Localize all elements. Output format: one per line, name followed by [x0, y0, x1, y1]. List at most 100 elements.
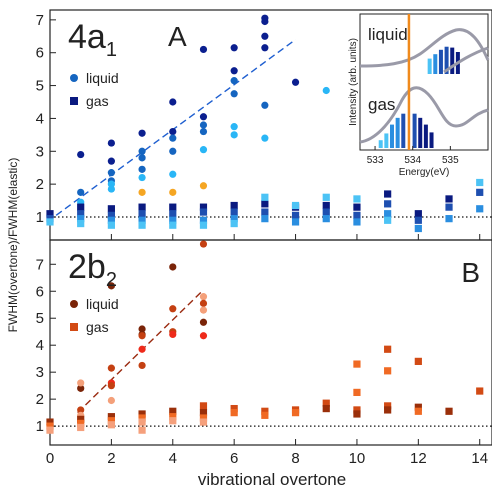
data-point-gas	[169, 417, 177, 425]
y-tick-label: 3	[36, 143, 44, 160]
data-point-gas	[138, 210, 146, 218]
data-point-gas	[169, 216, 177, 224]
data-point-liquid	[322, 86, 330, 95]
data-point-gas	[199, 402, 208, 410]
plot-frame	[49, 239, 492, 446]
data-point-liquid	[107, 382, 115, 390]
data-point-gas	[384, 190, 392, 198]
data-point-liquid	[138, 147, 146, 155]
panel-label: B	[461, 257, 480, 288]
orbital-label: 4a1	[68, 18, 117, 61]
orbital-label-sub: 1	[106, 39, 117, 61]
inset-gas-bar	[384, 133, 389, 148]
data-point-gas	[199, 418, 208, 426]
y-tick-label: 7	[36, 256, 44, 273]
data-point-liquid	[199, 45, 208, 54]
fit-line	[77, 289, 204, 414]
data-point-gas	[46, 422, 54, 430]
data-point-liquid	[169, 330, 177, 339]
data-point-liquid	[138, 332, 146, 340]
inset-liquid-bar	[444, 46, 449, 74]
y-tick-label: 1	[36, 418, 44, 435]
panel-label: A	[168, 21, 187, 52]
data-point-gas	[445, 203, 453, 211]
data-point-liquid	[199, 293, 208, 301]
data-point-gas	[384, 210, 392, 218]
inset-liquid-curve-2	[443, 46, 489, 74]
data-point-gas	[230, 404, 238, 413]
data-point-gas	[353, 203, 361, 211]
data-point-liquid	[291, 78, 300, 86]
data-point-gas	[138, 414, 146, 422]
data-point-gas	[384, 200, 392, 208]
data-point-gas	[77, 415, 85, 423]
legend-marker-gas	[70, 323, 78, 331]
data-point-liquid	[199, 318, 208, 326]
data-point-gas	[476, 387, 484, 395]
data-point-liquid	[199, 113, 208, 121]
inset-liquid-bar	[438, 49, 443, 74]
data-point-gas	[291, 409, 300, 417]
y-tick-label: 4	[36, 337, 44, 354]
y-tick-label: 1	[36, 209, 44, 226]
data-point-liquid	[77, 406, 85, 414]
data-point-gas	[77, 423, 85, 432]
data-point-gas	[199, 208, 208, 216]
data-point-gas	[107, 211, 115, 219]
legend-label-gas: gas	[86, 93, 109, 109]
inset-gas-bar	[395, 117, 400, 148]
legend-marker-gas	[70, 97, 78, 105]
data-point-gas	[353, 388, 361, 397]
data-point-gas	[169, 221, 177, 229]
data-point-gas	[445, 407, 453, 415]
legend-label-liquid: liquid	[86, 296, 119, 312]
data-point-gas	[353, 195, 361, 203]
data-point-liquid	[138, 188, 146, 196]
y-tick-label: 7	[36, 12, 44, 29]
data-point-liquid	[77, 379, 85, 387]
orbital-label-main: 2b	[68, 248, 106, 286]
data-point-liquid	[230, 67, 238, 75]
data-point-gas	[384, 216, 392, 224]
x-tick-label: 0	[46, 450, 54, 467]
data-point-liquid	[199, 121, 208, 129]
data-point-gas	[46, 418, 54, 426]
data-point-liquid	[169, 305, 177, 313]
data-point-gas	[107, 205, 115, 213]
data-point-gas	[230, 201, 238, 210]
inset-liquid-bar	[433, 54, 438, 74]
data-point-liquid	[261, 44, 269, 52]
data-point-gas	[77, 203, 85, 211]
inset-label-liquid: liquid	[368, 25, 408, 44]
y-tick-label: 6	[36, 45, 44, 62]
data-point-liquid	[230, 77, 238, 85]
y-tick-label: 2	[36, 176, 44, 193]
data-point-gas	[384, 406, 392, 414]
data-point-gas	[107, 421, 115, 429]
orbital-label-sub: 2	[106, 269, 117, 291]
legend-marker-liquid	[70, 74, 78, 82]
data-point-gas	[322, 193, 330, 201]
data-point-liquid	[261, 32, 269, 40]
x-tick-label: 8	[291, 450, 299, 467]
y-tick-label: 4	[36, 110, 44, 127]
y-tick-label: 6	[36, 283, 44, 300]
data-point-liquid	[107, 139, 115, 147]
x-tick-label: 6	[230, 450, 238, 467]
data-point-gas	[138, 426, 146, 434]
data-point-gas	[291, 218, 300, 226]
data-point-gas	[230, 215, 238, 223]
data-point-liquid	[199, 127, 208, 136]
data-point-liquid	[107, 169, 115, 177]
data-point-gas	[353, 360, 361, 368]
y-tick-label: 5	[36, 310, 44, 327]
data-point-liquid	[199, 299, 208, 307]
data-point-gas	[107, 413, 115, 421]
data-point-liquid	[169, 147, 177, 155]
data-point-liquid	[169, 188, 177, 196]
data-point-gas	[414, 403, 422, 411]
data-point-gas	[107, 417, 115, 425]
data-point-liquid	[169, 127, 177, 136]
data-point-liquid	[138, 173, 146, 182]
data-point-gas	[384, 367, 392, 375]
